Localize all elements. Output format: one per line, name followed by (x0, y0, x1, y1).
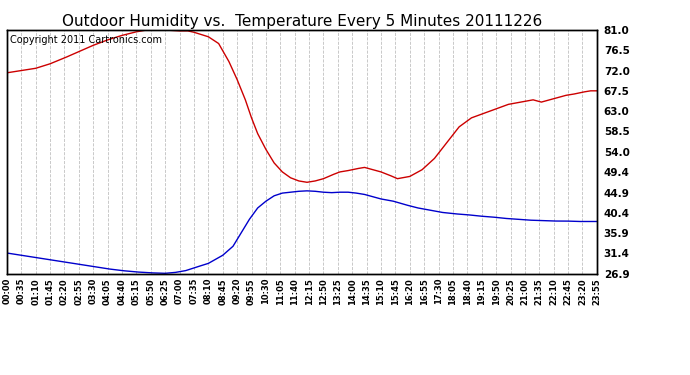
Text: Copyright 2011 Cartronics.com: Copyright 2011 Cartronics.com (10, 35, 162, 45)
Title: Outdoor Humidity vs.  Temperature Every 5 Minutes 20111226: Outdoor Humidity vs. Temperature Every 5… (61, 14, 542, 29)
